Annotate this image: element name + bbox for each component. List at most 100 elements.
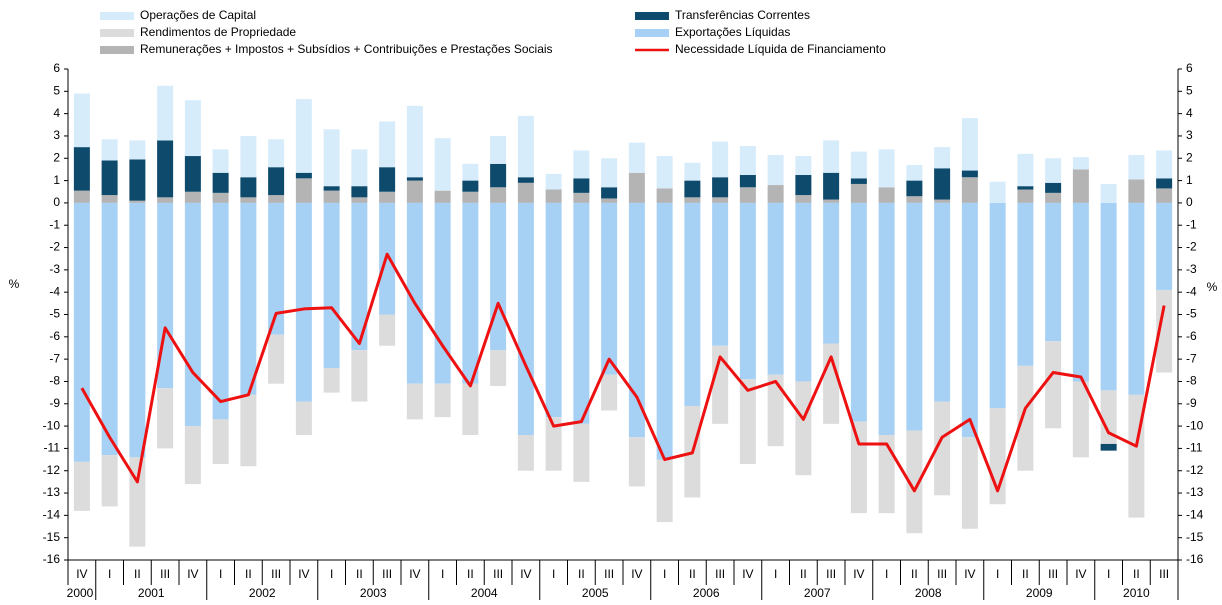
bar-segment <box>628 172 645 203</box>
year-label: 2006 <box>693 586 720 600</box>
y2-tick-label: -13 <box>1186 485 1204 499</box>
bar-segment <box>1017 153 1034 187</box>
y-tick-label: 5 <box>53 83 60 97</box>
bar-segment <box>101 139 118 161</box>
bar-segment <box>684 202 701 407</box>
x-tick-label: I <box>1107 567 1110 581</box>
bar-segment <box>850 178 867 184</box>
bar-segment <box>906 180 923 197</box>
bar-segment <box>961 202 978 438</box>
bar-segment <box>545 202 562 418</box>
bar-segment <box>573 202 590 424</box>
x-tick-label: II <box>134 567 141 581</box>
bar-segment <box>573 423 590 482</box>
y2-tick-label: 0 <box>1186 195 1193 209</box>
bar-segment <box>712 345 729 424</box>
x-tick-label: III <box>1048 567 1058 581</box>
bar-segment <box>601 202 618 375</box>
bar-segment <box>878 149 895 188</box>
bar-segment <box>212 419 229 465</box>
bar-segment <box>850 421 867 514</box>
bar-segment <box>1072 202 1089 382</box>
bar-segment <box>906 430 923 534</box>
y-tick-label: -15 <box>43 530 61 544</box>
bar-segment <box>795 156 812 176</box>
bar-segment <box>323 190 340 203</box>
bar-segment <box>73 93 90 148</box>
bar-segment <box>268 139 285 168</box>
legend-label: Operações de Capital <box>140 8 256 22</box>
y-tick-label: -7 <box>49 351 60 365</box>
legend-swatch <box>100 29 134 37</box>
bar-segment <box>739 175 756 188</box>
bar-segment <box>184 100 201 157</box>
bar-segment <box>1017 365 1034 471</box>
bar-segment <box>601 374 618 411</box>
bar-segment <box>101 202 118 456</box>
bar-segment <box>462 383 479 436</box>
bar-segment <box>490 163 507 188</box>
bar-segment <box>212 149 229 173</box>
bar-segment <box>1100 202 1117 391</box>
bar-segment <box>656 156 673 189</box>
bar-segment <box>379 167 396 192</box>
bar-segment <box>712 202 729 346</box>
bar-segment <box>767 154 784 186</box>
x-tick-label: III <box>271 567 281 581</box>
bar-segment <box>212 172 229 193</box>
year-label: 2000 <box>67 586 94 600</box>
bar-segment <box>129 140 146 160</box>
y-tick-label: -16 <box>43 552 61 566</box>
x-tick-label: IV <box>853 567 864 581</box>
bar-segment <box>1045 202 1062 342</box>
bar-segment <box>295 202 312 402</box>
bar-segment <box>1045 158 1062 183</box>
legend-label: Necessidade Líquida de Financiamento <box>675 42 886 56</box>
bar-segment <box>101 160 118 196</box>
bar-segment <box>1100 443 1117 451</box>
bar-segment <box>989 202 1006 409</box>
bar-segment <box>157 85 174 141</box>
bar-segment <box>212 202 229 420</box>
y2-tick-label: 1 <box>1186 173 1193 187</box>
bar-segment <box>601 187 618 199</box>
bar-segment <box>351 149 368 187</box>
y2-tick-label: 3 <box>1186 128 1193 142</box>
bar-segment <box>739 202 756 380</box>
bar-segment <box>212 192 229 203</box>
bar-segment <box>712 141 729 178</box>
bar-segment <box>878 202 895 436</box>
bar-segment <box>1072 381 1089 458</box>
x-tick-label: IV <box>964 567 975 581</box>
legend-label: Rendimentos de Propriedade <box>140 25 296 39</box>
bar-segment <box>184 426 201 485</box>
bar-segment <box>1072 169 1089 203</box>
y2-axis-label: % <box>1207 280 1218 294</box>
bar-segment <box>628 202 645 438</box>
bar-segment <box>101 195 118 203</box>
bar-segment <box>184 156 201 192</box>
y-tick-label: -2 <box>49 240 60 254</box>
year-label: 2002 <box>249 586 276 600</box>
bar-segment <box>462 180 479 192</box>
bar-segment <box>795 202 812 382</box>
y-tick-label: 4 <box>53 106 60 120</box>
y-tick-label: 0 <box>53 195 60 209</box>
y-tick-label: -4 <box>49 284 60 298</box>
bar-segment <box>545 417 562 471</box>
y2-tick-label: 5 <box>1186 83 1193 97</box>
legend-swatch <box>635 29 669 37</box>
bar-segment <box>240 197 257 203</box>
bar-segment <box>462 191 479 203</box>
bar-segment <box>101 455 118 507</box>
y2-tick-label: -5 <box>1186 307 1197 321</box>
bar-segment <box>295 401 312 436</box>
bar-segment <box>73 461 90 511</box>
bar-segment <box>1156 289 1173 373</box>
bar-segment <box>129 159 146 201</box>
bar-segment <box>517 202 534 436</box>
y-tick-label: -13 <box>43 485 61 499</box>
legend-label: Transferências Correntes <box>675 8 810 22</box>
bar-segment <box>601 158 618 188</box>
bar-segment <box>323 368 340 393</box>
